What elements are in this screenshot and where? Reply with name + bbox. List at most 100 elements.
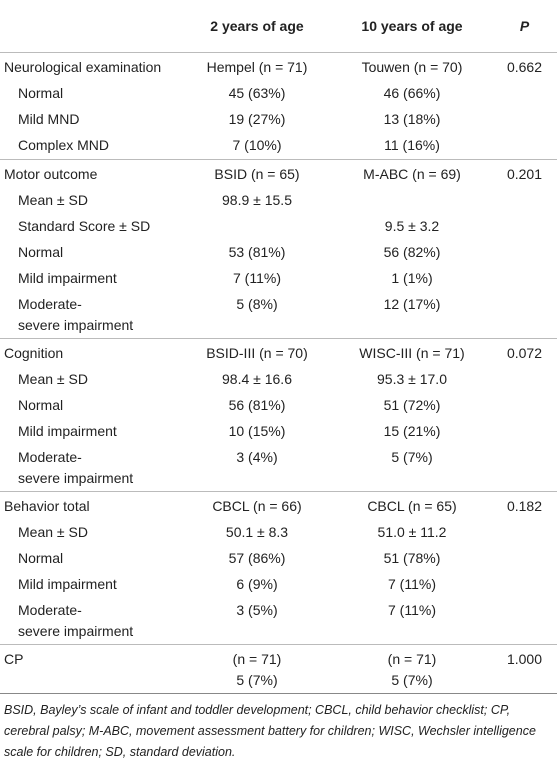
cell: 51 (72%) (383, 397, 441, 413)
cell (332, 188, 492, 214)
table-row: Standard Score ± SD 9.5 ± 3.2 (0, 214, 557, 240)
table-row: Cognition BSID-III (n = 70) WISC-III (n = … (0, 338, 557, 367)
row-label: CP (0, 644, 182, 694)
cell (492, 266, 557, 292)
row-label: Normal (18, 244, 64, 260)
cell (492, 214, 557, 240)
cell (492, 81, 557, 107)
cell: 45 (63%) (228, 85, 286, 101)
cell: 56 (81%) (228, 397, 286, 413)
cell: 9.5 ± 3.2 (384, 218, 440, 234)
cell (492, 520, 557, 546)
table-row: Motor outcome BSID (n = 65) M-ABC (n = 69)… (0, 159, 557, 188)
table-row: Mild impairment 10 (15%) 15 (21%) (0, 419, 557, 445)
cell: 3 (5%) (236, 602, 278, 618)
table-row: Moderate- severe impairment 3 (4%) 5 (7%) (0, 445, 557, 492)
cell (492, 598, 557, 645)
header-cell: 10 years of age (332, 0, 492, 53)
cell: 46 (66%) (383, 85, 441, 101)
cell: 6 (9%) (236, 576, 278, 592)
cell: BSID-III (n = 70) (182, 338, 332, 367)
header-row: 2 years of age 10 years of age P (0, 0, 557, 53)
header-cell: P (492, 0, 557, 53)
cell: 51 (78%) (383, 550, 441, 566)
cell: 53 (81%) (228, 244, 286, 260)
cell: 98.9 ± 15.5 (222, 192, 292, 208)
cell: 57 (86%) (228, 550, 286, 566)
cell (492, 240, 557, 266)
cell: 3 (4%) (236, 449, 278, 465)
table-row: Mild impairment 6 (9%) 7 (11%) (0, 572, 557, 598)
table-row: Mild impairment 7 (11%) 1 (1%) (0, 266, 557, 292)
table-row: Normal 45 (63%) 46 (66%) (0, 81, 557, 107)
cell (492, 546, 557, 572)
cell: WISC-III (n = 71) (332, 338, 492, 367)
cell: 13 (18%) (383, 111, 441, 127)
cell: 7 (10%) (232, 137, 282, 153)
cell (492, 445, 557, 492)
table-row: Complex MND 7 (10%) 11 (16%) (0, 133, 557, 160)
cell: 0.182 (492, 491, 557, 520)
cell: 11 (16%) (384, 137, 440, 153)
cell (492, 188, 557, 214)
row-label: Moderate- severe impairment (18, 602, 134, 639)
row-label: Standard Score ± SD (18, 218, 151, 234)
cell: CBCL (n = 65) (332, 491, 492, 520)
cell: Hempel (n = 71) (182, 52, 332, 81)
data-table: 2 years of age 10 years of age P Neurologi… (0, 0, 557, 694)
cell (492, 572, 557, 598)
row-label: Moderate- severe impairment (18, 296, 134, 333)
cell: 50.1 ± 8.3 (225, 524, 289, 540)
cell (492, 107, 557, 133)
row-label: Motor outcome (0, 159, 182, 188)
table-row: Moderate- severe impairment 5 (8%) 12 (17%… (0, 292, 557, 339)
row-label: Mild impairment (18, 423, 117, 439)
row-label: Mild impairment (18, 270, 117, 286)
table-row: Moderate- severe impairment 3 (5%) 7 (11%) (0, 598, 557, 645)
row-label: Normal (18, 550, 64, 566)
cell: M-ABC (n = 69) (332, 159, 492, 188)
cell: 5 (8%) (236, 296, 278, 312)
cell: 0.662 (492, 52, 557, 81)
cell: 0.201 (492, 159, 557, 188)
cell: 15 (21%) (383, 423, 441, 439)
cell: 12 (17%) (383, 296, 441, 312)
cell: BSID (n = 65) (182, 159, 332, 188)
row-label: Neurological examination (0, 52, 182, 81)
cell: 19 (27%) (228, 111, 286, 127)
row-label: Moderate- severe impairment (18, 449, 134, 486)
row-label: Normal (18, 85, 64, 101)
table-row: Mild MND 19 (27%) 13 (18%) (0, 107, 557, 133)
row-label: Cognition (0, 338, 182, 367)
cell: 1 (1%) (391, 270, 433, 286)
header-cell (0, 0, 182, 53)
cell (492, 292, 557, 339)
cell (492, 419, 557, 445)
cell: 51.0 ± 11.2 (377, 524, 447, 540)
cell: 7 (11%) (388, 576, 436, 592)
row-label: Mean ± SD (18, 192, 88, 208)
cell: Touwen (n = 70) (332, 52, 492, 81)
cell: 1.000 (492, 644, 557, 694)
cell: CBCL (n = 66) (182, 491, 332, 520)
table-row: Mean ± SD 98.9 ± 15.5 (0, 188, 557, 214)
cell: 10 (15%) (228, 423, 286, 439)
cell: 56 (82%) (383, 244, 441, 260)
cell (492, 133, 557, 160)
header-cell: 2 years of age (182, 0, 332, 53)
row-label: Behavior total (0, 491, 182, 520)
table-row: Normal 57 (86%) 51 (78%) (0, 546, 557, 572)
row-label: Mean ± SD (18, 371, 88, 387)
cell: 98.4 ± 16.6 (222, 371, 292, 387)
cell: 7 (11%) (233, 270, 281, 286)
cell (492, 393, 557, 419)
table-row: Mean ± SD 50.1 ± 8.3 51.0 ± 11.2 (0, 520, 557, 546)
footnote: BSID, Bayley’s scale of infant and toddl… (4, 703, 536, 759)
row-label: Mild MND (18, 111, 80, 127)
table-row: Normal 56 (81%) 51 (72%) (0, 393, 557, 419)
cell: 0.072 (492, 338, 557, 367)
table-row: Normal 53 (81%) 56 (82%) (0, 240, 557, 266)
table-row: CP (n = 71) 5 (7%) (n = 71) 5 (7%) 1.000 (0, 644, 557, 694)
row-label: Normal (18, 397, 64, 413)
table-row: Mean ± SD 98.4 ± 16.6 95.3 ± 17.0 (0, 367, 557, 393)
